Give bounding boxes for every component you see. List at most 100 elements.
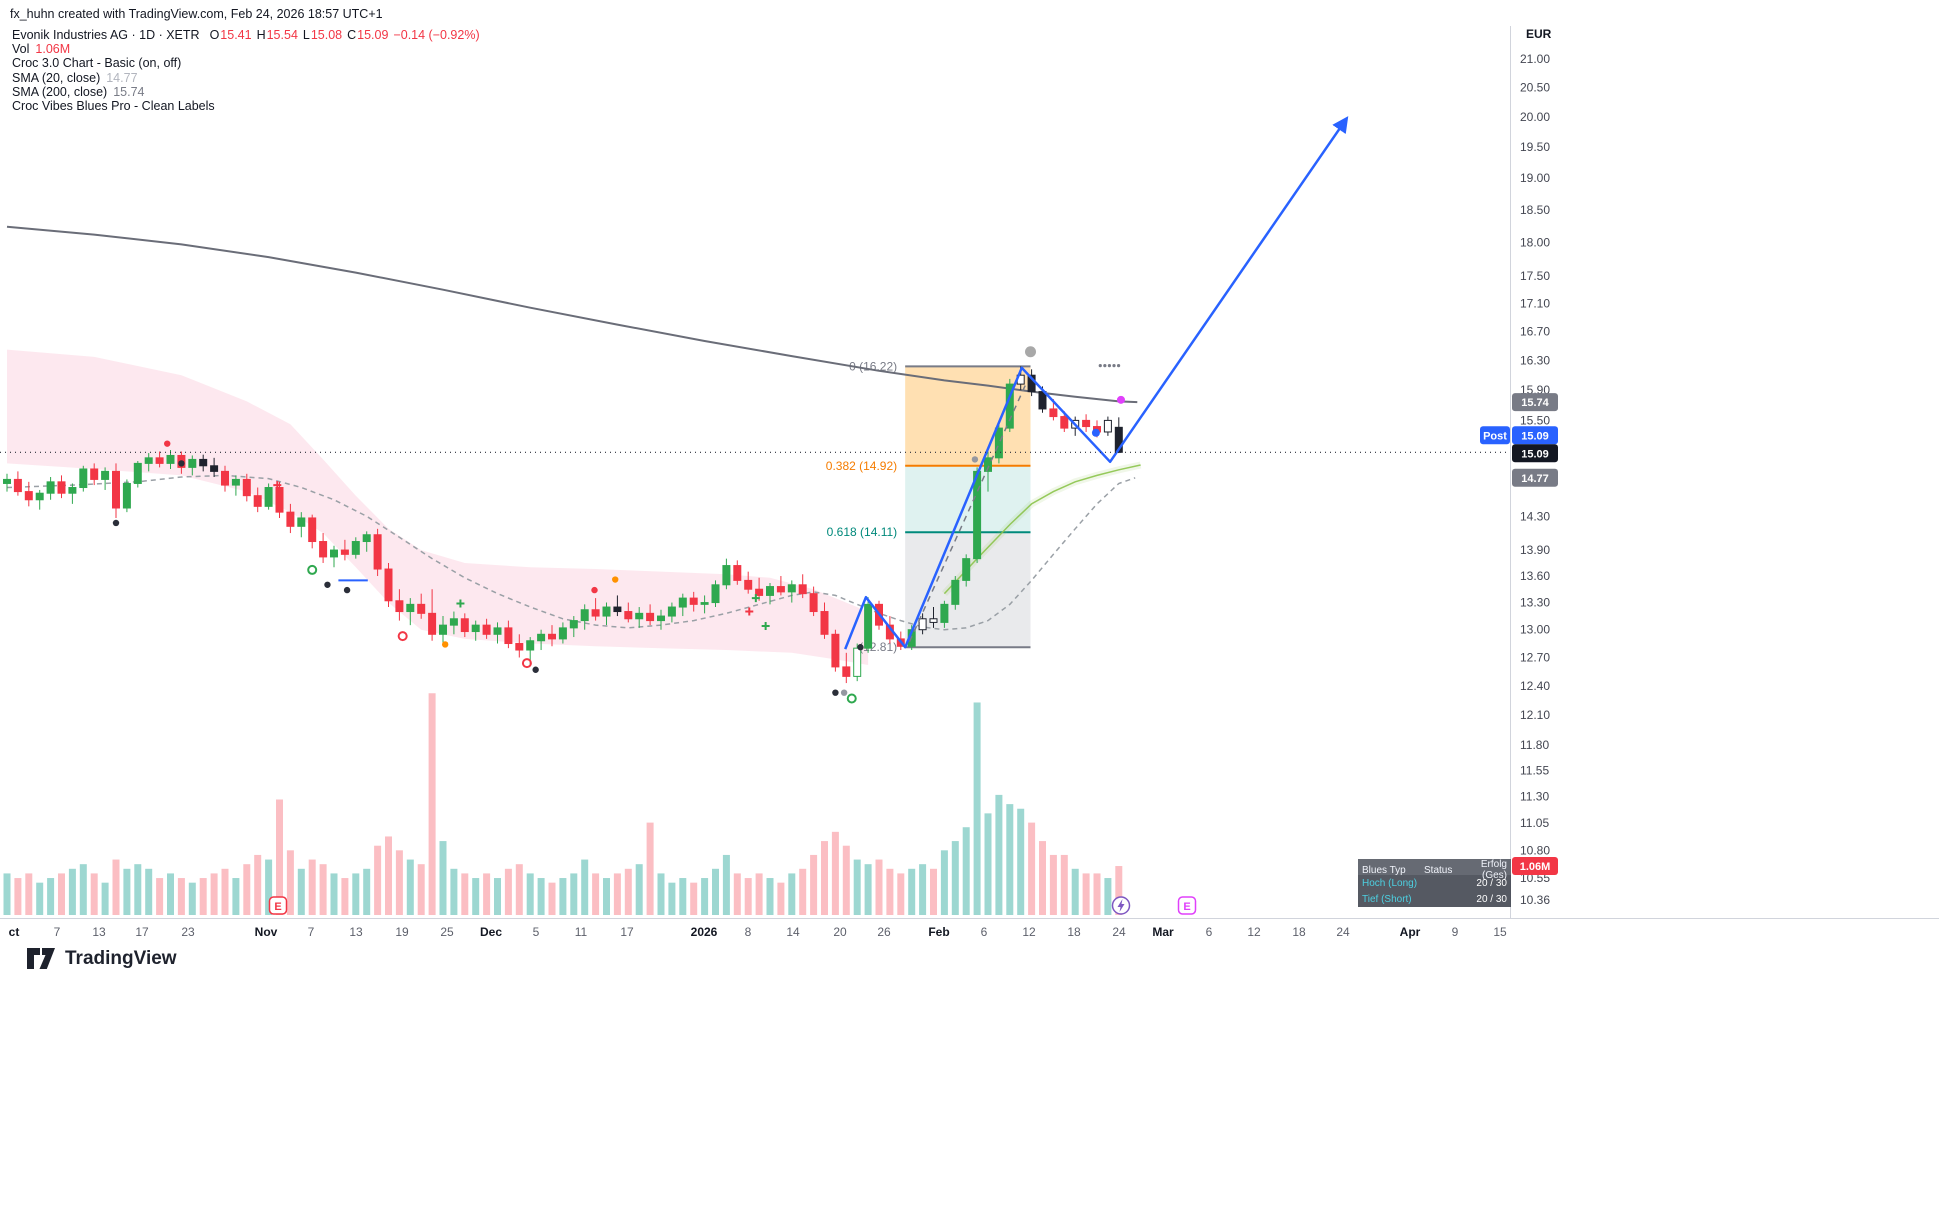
legend-indicator-blues-pro[interactable]: Croc Vibes Blues Pro - Clean Labels bbox=[12, 99, 485, 114]
sma20-tag[interactable]: 14.77 bbox=[1512, 468, 1558, 487]
time-tick-label: 13 bbox=[92, 925, 106, 939]
blues-row-value: 20 / 30 bbox=[1476, 877, 1507, 889]
time-tick-label: 20 bbox=[833, 925, 847, 939]
ohlc-open-value: 15.41 bbox=[220, 28, 252, 42]
blues-header-erfolg: Erfolg (Ges) bbox=[1480, 859, 1507, 881]
blues-table-row-long: Hoch (Long) 20 / 30 bbox=[1358, 875, 1511, 891]
dashed-trend-segment bbox=[908, 380, 1028, 643]
time-tick-label: Apr bbox=[1400, 925, 1421, 939]
earnings-badge[interactable]: E bbox=[268, 896, 288, 915]
signal-ring bbox=[397, 631, 408, 642]
time-tick-label: 19 bbox=[395, 925, 409, 939]
blues-header-type: Blues Typ bbox=[1362, 864, 1406, 876]
blues-row-label: Hoch (Long) bbox=[1362, 877, 1418, 889]
ohlc-low-value: 15.08 bbox=[310, 28, 343, 42]
chart-legend: Evonik Industries AG · 1D · XETR O15.41 H1… bbox=[12, 28, 485, 114]
time-tick-label: 7 bbox=[54, 925, 61, 939]
indicator-name: Croc 3.0 Chart - Basic (on, off) bbox=[12, 56, 182, 71]
price-axis[interactable]: EUR 21.00 20.50 20.00 19.50 19.00 18.50 18.00 17… bbox=[1520, 27, 1552, 907]
time-tick-label: 8 bbox=[745, 925, 752, 939]
price-tick-label: 10.80 bbox=[1520, 843, 1550, 857]
svg-text:14.77: 14.77 bbox=[1521, 473, 1549, 485]
continuation-dots bbox=[1112, 364, 1116, 368]
legend-symbol-row[interactable]: Evonik Industries AG · 1D · XETR O15.41 H1… bbox=[12, 28, 485, 43]
symbol-title[interactable]: Evonik Industries AG · 1D · XETR bbox=[12, 28, 200, 42]
signal-dot bbox=[591, 586, 598, 594]
time-tick-label: 6 bbox=[981, 925, 988, 939]
price-tick-label: 18.00 bbox=[1520, 235, 1550, 249]
volume-tag[interactable]: 1.06M bbox=[1512, 857, 1558, 876]
post-value-tag[interactable]: 15.09 bbox=[1512, 426, 1558, 445]
lightning-badge[interactable] bbox=[1111, 896, 1131, 915]
svg-text:15.09: 15.09 bbox=[1521, 448, 1549, 460]
signal-cross bbox=[745, 607, 754, 616]
drawings-layer[interactable] bbox=[338, 116, 1349, 650]
price-tick-label: 11.55 bbox=[1520, 763, 1549, 777]
continuation-dots bbox=[1107, 364, 1112, 368]
indicator-name: SMA (200, close) bbox=[12, 84, 108, 99]
croc-fast-line bbox=[943, 464, 1141, 595]
signal-dot bbox=[112, 519, 120, 527]
indicator-value: 14.77 bbox=[106, 70, 138, 85]
price-tick-label: 14.30 bbox=[1520, 509, 1550, 523]
price-tags[interactable]: 15.74 Post 15.09 15.09 14.77 1.06M bbox=[1480, 393, 1558, 876]
svg-text:1.06M: 1.06M bbox=[1520, 861, 1551, 873]
axes-frame bbox=[0, 26, 1939, 919]
attribution-text: fx_huhn created with TradingView.com, Fe… bbox=[10, 7, 383, 21]
sma200-tag[interactable]: 15.74 bbox=[1512, 393, 1558, 412]
time-axis[interactable]: ct 7 13 17 23 Nov 7 13 19 25 Dec 5 11 17 2026 8 14 20 26 Fe… bbox=[9, 925, 1507, 939]
fib-level-label: 0 (16.22) bbox=[849, 359, 897, 373]
signal-dot bbox=[832, 689, 839, 696]
price-tick-label: 15.50 bbox=[1520, 413, 1550, 427]
volume-label: Vol bbox=[12, 42, 30, 57]
signal-cross bbox=[456, 599, 465, 608]
ohlc-open-label: O bbox=[209, 28, 220, 42]
ohlc-close-label: C bbox=[347, 28, 357, 42]
price-tick-label: 11.30 bbox=[1520, 789, 1549, 803]
price-tick-label: 17.50 bbox=[1520, 269, 1550, 283]
signal-ring bbox=[846, 693, 857, 704]
indicator-value: 15.74 bbox=[113, 84, 145, 99]
time-tick-label: 24 bbox=[1112, 925, 1126, 939]
price-tick-label: 10.36 bbox=[1520, 893, 1550, 907]
signal-dot bbox=[178, 460, 185, 467]
legend-indicator-sma20[interactable]: SMA (20, close) 14.77 bbox=[12, 70, 485, 86]
signal-dot bbox=[532, 666, 539, 673]
signal-dot bbox=[840, 689, 848, 696]
signal-ring bbox=[307, 564, 318, 575]
price-tick-label: 18.50 bbox=[1520, 203, 1550, 217]
svg-text:E: E bbox=[1183, 901, 1190, 913]
ohlc-close-value: 15.09 bbox=[357, 28, 389, 42]
price-tick-label: 20.50 bbox=[1520, 81, 1550, 95]
last-tag[interactable]: 15.09 bbox=[1512, 444, 1558, 463]
projection-arrow bbox=[844, 116, 1349, 650]
signal-cross bbox=[761, 622, 770, 631]
tradingview-logo-text: TradingView bbox=[65, 947, 177, 969]
signal-dot bbox=[343, 586, 351, 594]
time-tick-label: 25 bbox=[440, 925, 454, 939]
signal-dot bbox=[441, 641, 449, 648]
price-tick-label: 13.30 bbox=[1520, 596, 1550, 610]
price-tick-label: 13.00 bbox=[1520, 623, 1550, 637]
ohlc-high-value: 15.54 bbox=[266, 28, 298, 42]
time-tick-label: ct bbox=[9, 925, 20, 939]
time-tick-label: Nov bbox=[255, 925, 278, 939]
price-tick-label: 12.10 bbox=[1520, 708, 1550, 722]
legend-indicator-croc-chart[interactable]: Croc 3.0 Chart - Basic (on, off) bbox=[12, 57, 485, 71]
signal-cross bbox=[273, 481, 282, 490]
price-tick-label: 11.80 bbox=[1520, 738, 1549, 752]
svg-text:Post: Post bbox=[1483, 430, 1507, 442]
legend-volume-row[interactable]: Vol 1.06M bbox=[12, 42, 485, 57]
time-tick-label: 7 bbox=[308, 925, 315, 939]
post-label-tag[interactable]: Post bbox=[1480, 426, 1510, 445]
legend-indicator-sma200[interactable]: SMA (200, close) 15.74 bbox=[12, 84, 485, 100]
time-tick-label: 5 bbox=[533, 925, 540, 939]
indicator-name: SMA (20, close) bbox=[12, 70, 101, 85]
fib-level-label: 0.618 (14.11) bbox=[827, 525, 898, 539]
tradingview-logo[interactable]: TradingView bbox=[26, 946, 177, 971]
earnings-badge[interactable]: E bbox=[1177, 896, 1197, 915]
time-tick-label: 12 bbox=[1247, 925, 1261, 939]
signal-dot-large bbox=[1025, 346, 1037, 358]
